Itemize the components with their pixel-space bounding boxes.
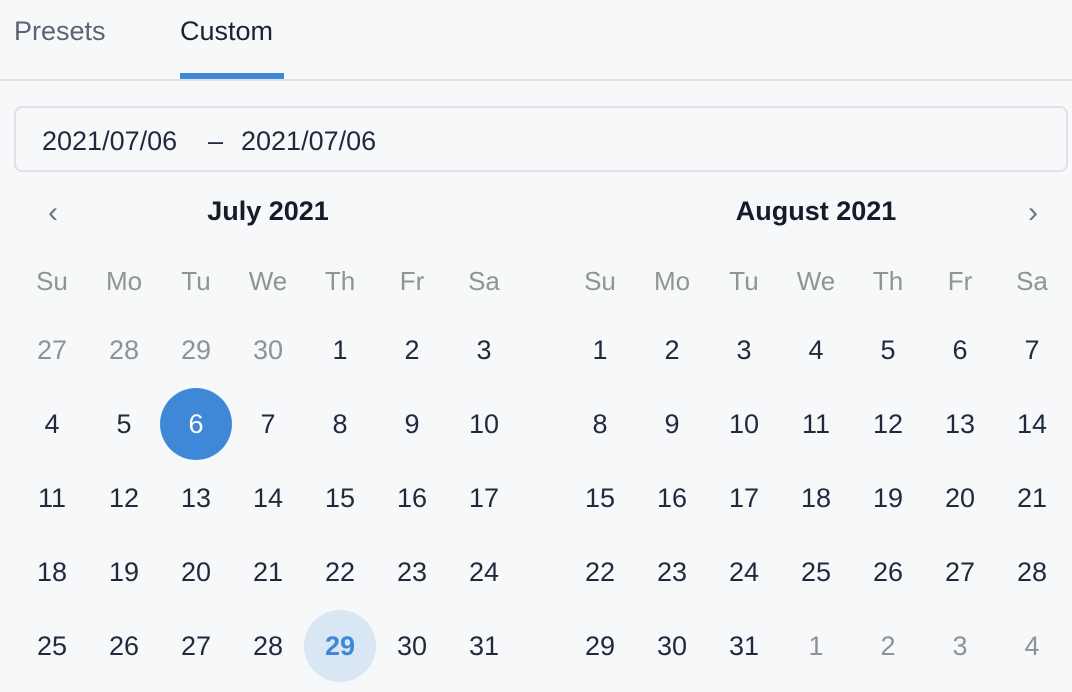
day-cell[interactable]: 22 bbox=[584, 557, 616, 587]
day-cell[interactable]: 28 bbox=[108, 335, 140, 365]
day-cell[interactable]: 19 bbox=[872, 483, 904, 513]
day-cell[interactable]: 29 bbox=[180, 335, 212, 365]
day-cell[interactable]: 26 bbox=[872, 557, 904, 587]
day-cell[interactable]: 17 bbox=[468, 483, 500, 513]
day-cell[interactable]: 30 bbox=[656, 631, 688, 661]
day-cell[interactable]: 27 bbox=[180, 631, 212, 661]
range-separator: – bbox=[208, 126, 224, 156]
day-cell[interactable]: 16 bbox=[656, 483, 688, 513]
day-cell[interactable]: 1 bbox=[808, 631, 824, 661]
weekday-label: Fr bbox=[947, 266, 973, 296]
day-cell[interactable]: 15 bbox=[324, 483, 356, 513]
day-cell[interactable]: 9 bbox=[404, 409, 420, 439]
day-cell[interactable]: 27 bbox=[944, 557, 976, 587]
day-cell[interactable]: 3 bbox=[476, 335, 492, 365]
active-tab-indicator bbox=[180, 73, 284, 79]
day-cell-today[interactable]: 29 bbox=[304, 610, 376, 682]
tab-presets[interactable]: Presets bbox=[14, 16, 106, 46]
day-cell[interactable]: 6 bbox=[952, 335, 968, 365]
day-cell[interactable]: 31 bbox=[728, 631, 760, 661]
day-cell[interactable]: 15 bbox=[584, 483, 616, 513]
day-cell[interactable]: 14 bbox=[1016, 409, 1048, 439]
day-cell[interactable]: 20 bbox=[180, 557, 212, 587]
day-cell[interactable]: 19 bbox=[108, 557, 140, 587]
day-cell[interactable]: 12 bbox=[108, 483, 140, 513]
day-cell[interactable]: 10 bbox=[728, 409, 760, 439]
day-cell[interactable]: 10 bbox=[468, 409, 500, 439]
chevron-left-icon[interactable]: ‹ bbox=[48, 196, 58, 229]
date-range-input[interactable]: 2021/07/06 – 2021/07/06 bbox=[14, 106, 1068, 172]
weekday-label: Mo bbox=[653, 266, 691, 296]
day-cell[interactable]: 14 bbox=[252, 483, 284, 513]
day-cell[interactable]: 17 bbox=[728, 483, 760, 513]
day-cell[interactable]: 2 bbox=[664, 335, 680, 365]
tab-custom[interactable]: Custom bbox=[180, 16, 274, 46]
day-cell[interactable]: 1 bbox=[592, 335, 608, 365]
day-cell[interactable]: 2 bbox=[880, 631, 896, 661]
weekday-label: We bbox=[796, 266, 836, 296]
weekday-label: Tu bbox=[181, 266, 211, 296]
day-cell[interactable]: 5 bbox=[880, 335, 896, 365]
weekday-label: Th bbox=[872, 266, 904, 296]
day-cell[interactable]: 11 bbox=[801, 409, 831, 439]
day-cell[interactable]: 13 bbox=[180, 483, 212, 513]
day-cell[interactable]: 4 bbox=[44, 409, 60, 439]
day-cell[interactable]: 21 bbox=[1016, 483, 1048, 513]
day-cell[interactable]: 1 bbox=[332, 335, 348, 365]
month-title-august: August 2021 bbox=[735, 196, 897, 226]
day-cell[interactable]: 7 bbox=[260, 409, 276, 439]
day-cell[interactable]: 7 bbox=[1024, 335, 1040, 365]
day-cell[interactable]: 27 bbox=[36, 335, 68, 365]
weekday-label: Mo bbox=[105, 266, 143, 296]
day-cell[interactable]: 25 bbox=[36, 631, 68, 661]
day-cell[interactable]: 4 bbox=[1024, 631, 1040, 661]
day-cell[interactable]: 30 bbox=[396, 631, 428, 661]
day-cell[interactable]: 4 bbox=[808, 335, 824, 365]
day-cell[interactable]: 8 bbox=[592, 409, 608, 439]
tabs-divider bbox=[0, 79, 1072, 81]
day-cell[interactable]: 24 bbox=[468, 557, 500, 587]
weekday-label: Su bbox=[584, 266, 616, 296]
weekday-label: We bbox=[248, 266, 288, 296]
day-cell[interactable]: 28 bbox=[252, 631, 284, 661]
day-cell[interactable]: 23 bbox=[396, 557, 428, 587]
day-cell[interactable]: 18 bbox=[800, 483, 832, 513]
day-cell[interactable]: 18 bbox=[36, 557, 68, 587]
day-cell[interactable]: 30 bbox=[252, 335, 284, 365]
day-cell[interactable]: 25 bbox=[800, 557, 832, 587]
day-cell[interactable]: 31 bbox=[468, 631, 500, 661]
weekday-label: Sa bbox=[468, 266, 500, 296]
day-cell[interactable]: 24 bbox=[728, 557, 760, 587]
weekday-label: Sa bbox=[1016, 266, 1048, 296]
weekday-label: Su bbox=[36, 266, 68, 296]
day-cell[interactable]: 2 bbox=[404, 335, 420, 365]
day-cell[interactable]: 3 bbox=[952, 631, 968, 661]
weekday-label: Fr bbox=[399, 266, 425, 296]
day-cell[interactable]: 23 bbox=[656, 557, 688, 587]
day-cell[interactable]: 16 bbox=[396, 483, 428, 513]
range-end: 2021/07/06 bbox=[241, 126, 377, 156]
day-cell[interactable]: 26 bbox=[108, 631, 140, 661]
day-cell[interactable]: 28 bbox=[1016, 557, 1048, 587]
day-cell[interactable]: 3 bbox=[736, 335, 752, 365]
day-cell[interactable]: 5 bbox=[116, 409, 132, 439]
month-title-july: July 2021 bbox=[207, 196, 329, 226]
day-cell[interactable]: 11 bbox=[37, 483, 67, 513]
day-cell[interactable]: 12 bbox=[872, 409, 904, 439]
day-cell[interactable]: 13 bbox=[944, 409, 976, 439]
day-cell[interactable]: 22 bbox=[324, 557, 356, 587]
day-cell[interactable]: 21 bbox=[252, 557, 284, 587]
day-cell[interactable]: 20 bbox=[944, 483, 976, 513]
chevron-right-icon[interactable]: › bbox=[1028, 196, 1038, 229]
weekday-label: Th bbox=[324, 266, 356, 296]
day-cell-selected[interactable]: 6 bbox=[160, 388, 232, 460]
day-cell[interactable]: 8 bbox=[332, 409, 348, 439]
weekday-label: Tu bbox=[729, 266, 759, 296]
day-cell[interactable]: 9 bbox=[664, 409, 680, 439]
range-start: 2021/07/06 bbox=[42, 126, 178, 156]
day-cell[interactable]: 29 bbox=[584, 631, 616, 661]
